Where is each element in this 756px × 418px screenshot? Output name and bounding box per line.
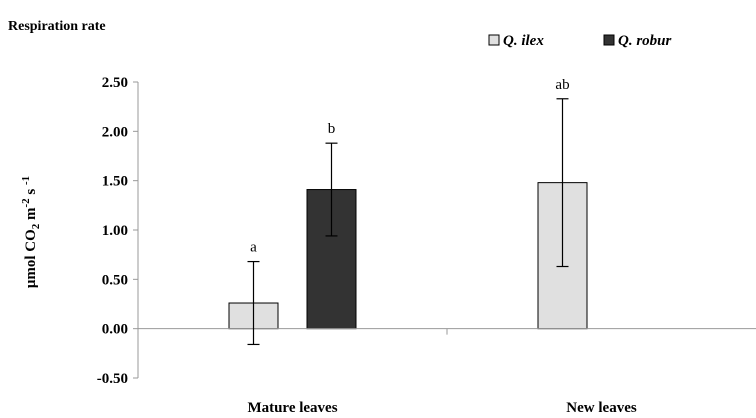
legend-swatch-q-robur <box>603 34 615 46</box>
y-tick-label: 2.50 <box>102 75 128 91</box>
y-tick-label: -0.50 <box>97 371 128 387</box>
bars <box>228 182 588 330</box>
legend-label-q-ilex: Q. ilex <box>503 33 544 49</box>
chart-title: Respiration rate <box>8 19 106 34</box>
y-tick-label: 1.00 <box>102 223 128 239</box>
y-tick-labels: 2.50 2.00 1.50 1.00 0.50 0.00 -0.50 <box>97 75 128 387</box>
significance-letter: a <box>250 240 257 256</box>
significance-letter: ab <box>555 77 569 93</box>
significance-letter: b <box>328 121 336 137</box>
category-labels: Mature leaves New leaves <box>247 400 636 416</box>
legend-swatch-q-ilex <box>488 34 500 46</box>
category-label: Mature leaves <box>247 400 337 416</box>
y-tick-label: 2.00 <box>102 124 128 140</box>
y-tick-label: 0.50 <box>102 272 128 288</box>
category-label: New leaves <box>566 400 637 416</box>
axes <box>133 81 756 379</box>
legend-label-q-robur: Q. robur <box>618 33 672 49</box>
legend: Q. ilex Q. robur <box>488 33 672 49</box>
y-tick-label: 0.00 <box>102 322 128 338</box>
y-tick-label: 1.50 <box>102 174 128 190</box>
y-axis-label: μmol CO2 m-2 s -1 <box>20 176 42 288</box>
error-bars <box>247 98 569 346</box>
